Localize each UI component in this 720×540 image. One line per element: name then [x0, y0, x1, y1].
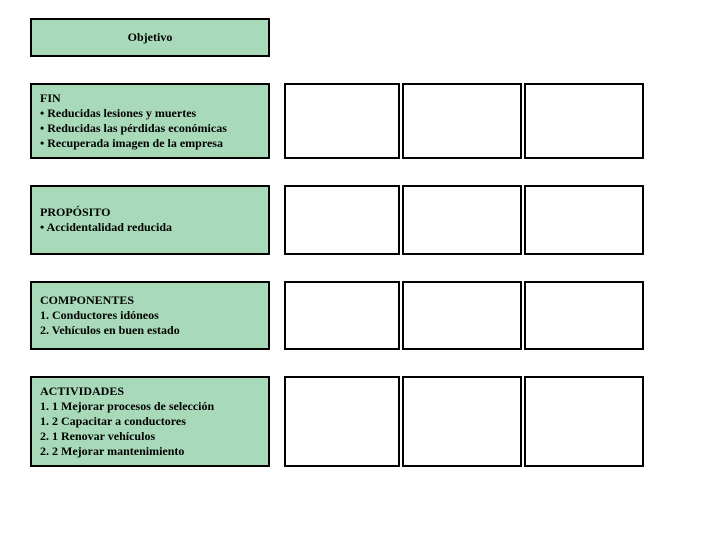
fin-bullet-1: • Reducidas las pérdidas económicas — [40, 121, 260, 136]
componentes-bullet-1: 2. Vehículos en buen estado — [40, 323, 260, 338]
fin-box: FIN • Reducidas lesiones y muertes • Red… — [30, 83, 270, 159]
proposito-empty-2 — [524, 185, 644, 255]
actividades-bullet-0: 1. 1 Mejorar procesos de selección — [40, 399, 260, 414]
actividades-bullet-1: 1. 2 Capacitar a conductores — [40, 414, 260, 429]
actividades-title: ACTIVIDADES — [40, 384, 260, 399]
proposito-empty-group — [284, 185, 690, 255]
componentes-empty-1 — [402, 281, 522, 350]
proposito-box: PROPÓSITO • Accidentalidad reducida — [30, 185, 270, 255]
componentes-empty-group — [284, 281, 690, 350]
fin-bullet-2: • Recuperada imagen de la empresa — [40, 136, 260, 151]
fin-title: FIN — [40, 91, 260, 106]
row-proposito: PROPÓSITO • Accidentalidad reducida — [30, 185, 690, 255]
actividades-empty-0 — [284, 376, 400, 467]
fin-empty-2 — [524, 83, 644, 159]
fin-empty-0 — [284, 83, 400, 159]
actividades-empty-1 — [402, 376, 522, 467]
componentes-empty-0 — [284, 281, 400, 350]
proposito-title: PROPÓSITO — [40, 205, 260, 220]
actividades-empty-group — [284, 376, 690, 467]
header-title-box: Objetivo — [30, 18, 270, 57]
actividades-empty-2 — [524, 376, 644, 467]
fin-empty-1 — [402, 83, 522, 159]
row-componentes: COMPONENTES 1. Conductores idóneos 2. Ve… — [30, 281, 690, 350]
componentes-bullet-0: 1. Conductores idóneos — [40, 308, 260, 323]
fin-bullet-0: • Reducidas lesiones y muertes — [40, 106, 260, 121]
proposito-empty-0 — [284, 185, 400, 255]
componentes-box: COMPONENTES 1. Conductores idóneos 2. Ve… — [30, 281, 270, 350]
proposito-empty-1 — [402, 185, 522, 255]
proposito-bullet: • Accidentalidad reducida — [40, 220, 260, 235]
header-row: Objetivo — [30, 18, 690, 57]
row-actividades: ACTIVIDADES 1. 1 Mejorar procesos de sel… — [30, 376, 690, 467]
fin-empty-group — [284, 83, 690, 159]
actividades-box: ACTIVIDADES 1. 1 Mejorar procesos de sel… — [30, 376, 270, 467]
componentes-title: COMPONENTES — [40, 293, 260, 308]
row-fin: FIN • Reducidas lesiones y muertes • Red… — [30, 83, 690, 159]
componentes-empty-2 — [524, 281, 644, 350]
actividades-bullet-3: 2. 2 Mejorar mantenimiento — [40, 444, 260, 459]
actividades-bullet-2: 2. 1 Renovar vehículos — [40, 429, 260, 444]
header-title: Objetivo — [128, 30, 173, 44]
